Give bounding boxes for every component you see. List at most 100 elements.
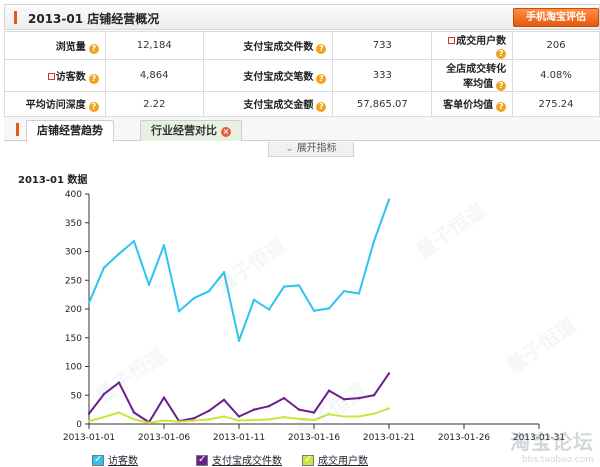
data-point: [372, 412, 376, 415]
tab-bar: 店铺经营趋势 行业经营对比 ×: [4, 117, 600, 142]
help-icon[interactable]: ?: [88, 73, 99, 84]
legend-checkbox[interactable]: [302, 454, 314, 466]
data-point: [282, 415, 286, 419]
data-point: [342, 398, 346, 401]
data-point: [312, 418, 316, 422]
tab-shop-trend[interactable]: 店铺经营趋势: [26, 120, 114, 142]
x-tick-label: 2013-01-26: [438, 433, 491, 443]
data-point: [387, 198, 391, 201]
data-point: [132, 411, 136, 414]
data-point: [87, 412, 91, 415]
legend-label: 成交用户数: [318, 456, 368, 467]
data-point: [297, 408, 301, 411]
chevron-down-icon: ⌄: [285, 143, 294, 154]
help-icon[interactable]: ?: [316, 43, 327, 54]
stat-value-depth: 2.22: [104, 91, 204, 117]
data-point: [87, 301, 91, 304]
y-tick-label: 150: [65, 334, 82, 344]
data-point: [267, 404, 271, 408]
y-tick-label: 0: [76, 420, 82, 430]
stat-label-alipay-orders: 支付宝成交笔数?: [202, 59, 334, 92]
data-point: [357, 292, 361, 295]
data-point: [267, 418, 271, 421]
mobile-taobao-button[interactable]: 手机淘宝评估: [513, 8, 599, 27]
data-point: [147, 421, 151, 425]
data-point: [102, 266, 106, 269]
overview-header: 2013-01 店铺经营概况 手机淘宝评估: [4, 4, 600, 30]
x-tick-label: 2013-01-16: [288, 433, 341, 443]
stats-row: 访客数? 4,864 支付宝成交笔数? 333 全店成交转化率均值? 4.08%: [4, 59, 600, 92]
stat-label-visitors: 访客数?: [4, 59, 106, 92]
flag-icon: [47, 72, 55, 80]
data-point: [372, 239, 376, 243]
data-point: [342, 415, 346, 418]
stats-row: 平均访问深度? 2.22 支付宝成交金额? 57,865.07 客单价均值? 2…: [4, 91, 600, 117]
header-accent: [14, 11, 17, 24]
data-point: [222, 398, 226, 402]
help-icon[interactable]: ?: [496, 102, 507, 112]
stat-label-avg-order: 客单价均值?: [431, 91, 514, 117]
stat-value-visitors: 4,864: [104, 59, 204, 92]
data-point: [117, 411, 121, 414]
data-point: [162, 396, 166, 399]
data-point: [207, 289, 211, 293]
help-icon[interactable]: ?: [316, 73, 327, 84]
data-point: [132, 418, 136, 421]
data-point: [87, 419, 91, 423]
help-icon[interactable]: ?: [496, 81, 507, 91]
legend-label: 支付宝成交件数: [212, 456, 282, 467]
flag-icon: [448, 37, 456, 44]
data-point: [237, 339, 241, 342]
forum-url: bbs.taobao.com: [521, 455, 594, 465]
data-point: [267, 308, 271, 311]
data-point: [117, 252, 121, 255]
stat-label-conversion: 全店成交转化率均值?: [431, 59, 514, 92]
legend-checkbox[interactable]: [196, 454, 208, 466]
help-icon[interactable]: ?: [88, 43, 99, 54]
data-point: [132, 239, 136, 243]
y-tick-label: 250: [65, 276, 82, 286]
data-point: [237, 419, 241, 422]
help-icon[interactable]: ?: [496, 49, 507, 59]
x-tick-label: 2013-01-06: [138, 433, 191, 443]
tab-industry-compare[interactable]: 行业经营对比 ×: [140, 120, 242, 141]
overview-title: 2013-01 店铺经营概况: [28, 12, 160, 26]
data-point: [192, 417, 196, 420]
data-point: [177, 310, 181, 313]
help-icon[interactable]: ?: [88, 102, 99, 112]
close-icon[interactable]: ×: [221, 127, 231, 137]
legend-item[interactable]: 访客数: [92, 452, 138, 467]
stat-label-depth: 平均访问深度?: [4, 91, 106, 117]
data-point: [312, 309, 316, 312]
help-icon[interactable]: ?: [316, 102, 327, 112]
data-point: [117, 381, 121, 384]
tab-accent: [16, 123, 19, 136]
stat-value-buyers: 206: [512, 31, 600, 60]
legend-item[interactable]: 支付宝成交件数: [196, 452, 282, 467]
x-tick-label: 2013-01-11: [213, 433, 265, 443]
stat-value-alipay-amount: 57,865.07: [332, 91, 433, 117]
data-point: [312, 411, 316, 414]
data-point: [102, 392, 106, 396]
stat-label-alipay-amount: 支付宝成交金额?: [202, 91, 334, 117]
stat-label-pageviews: 浏览量?: [4, 31, 106, 60]
legend-checkbox[interactable]: [92, 454, 104, 466]
x-tick-label: 2013-01-31: [513, 433, 565, 443]
stat-value-alipay-orders: 333: [332, 59, 433, 92]
y-tick-label: 350: [65, 219, 82, 229]
y-tick-label: 200: [65, 305, 82, 315]
legend-item[interactable]: 成交用户数: [302, 452, 368, 467]
data-point: [102, 415, 106, 419]
data-point: [297, 284, 301, 287]
data-point: [207, 409, 211, 412]
data-point: [162, 419, 166, 422]
y-tick-label: 400: [65, 190, 82, 200]
data-point: [222, 415, 226, 418]
expand-metrics-button[interactable]: ⌄ 展开指标: [268, 142, 354, 157]
stat-label-alipay-items: 支付宝成交件数?: [202, 31, 334, 60]
data-point: [237, 415, 241, 418]
data-point: [327, 389, 331, 392]
chart-title: 2013-01 数据: [18, 175, 88, 186]
data-point: [387, 407, 391, 410]
data-point: [297, 417, 301, 421]
